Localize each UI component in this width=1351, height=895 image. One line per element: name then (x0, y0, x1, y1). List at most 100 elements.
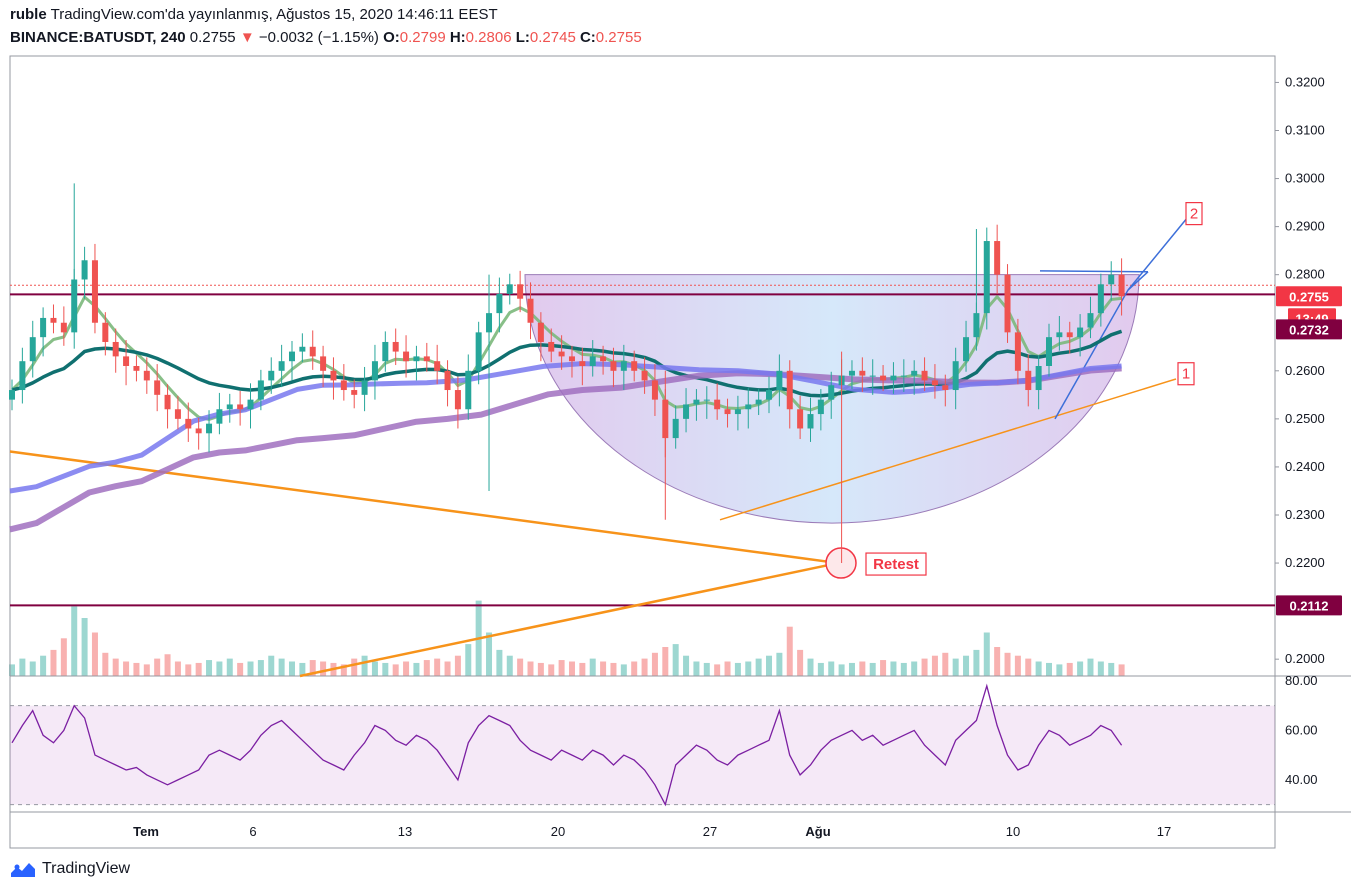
volume-bar (1056, 664, 1063, 676)
volume-bar (963, 655, 970, 676)
price-tick-label: 0.3200 (1285, 74, 1325, 89)
candle-body (496, 293, 503, 314)
volume-bar (983, 632, 990, 676)
volume-bar (537, 662, 544, 676)
volume-bar (91, 632, 98, 676)
low-value: 0.2745 (529, 29, 576, 46)
last-price: 0.2755 (189, 29, 236, 46)
volume-bar (320, 661, 327, 676)
candle-body (952, 361, 959, 391)
candle-body (600, 356, 607, 362)
candle-body (620, 361, 627, 371)
candle-body (309, 346, 316, 357)
candle-body (786, 370, 793, 410)
volume-bar (237, 662, 244, 676)
volume-bar (351, 658, 358, 676)
candle-body (983, 241, 990, 314)
volume-bar (403, 661, 410, 676)
volume-bar (133, 662, 140, 676)
volume-bar (382, 662, 389, 676)
candle-body (133, 366, 140, 371)
candle-body (1077, 327, 1084, 338)
volume-bar (486, 632, 493, 676)
volume-bar (257, 660, 264, 676)
volume-bar (392, 664, 399, 676)
level-badge (1276, 319, 1342, 340)
tradingview-logo[interactable]: TradingView (10, 860, 130, 878)
volume-bar (309, 660, 316, 676)
candle-body (651, 380, 658, 400)
brand-name: TradingView (42, 860, 131, 877)
candle-body (444, 370, 451, 391)
candle-body (112, 341, 119, 357)
volume-bar (859, 661, 866, 676)
last-badge (1276, 286, 1342, 307)
candle-body (195, 428, 202, 434)
volume-bar (434, 658, 441, 676)
volume-bar (942, 652, 949, 676)
candle-body (973, 313, 980, 338)
price-tick-label: 0.2500 (1285, 411, 1325, 426)
candle-body (1025, 370, 1032, 391)
volume-bar (921, 658, 928, 676)
price-tick-label: 0.3100 (1285, 122, 1325, 137)
volume-bar (600, 661, 607, 676)
candle-body (994, 241, 1001, 275)
volume-bar (454, 655, 461, 676)
candle-body (206, 423, 213, 434)
volume-bar (558, 660, 565, 676)
volume-bar (19, 658, 26, 676)
volume-bar (693, 661, 700, 676)
high-value: 0.2806 (465, 29, 512, 46)
candle-body (911, 370, 918, 376)
candle-body (174, 409, 181, 419)
candle-body (330, 370, 337, 381)
candle-body (143, 370, 150, 381)
candle-body (1118, 274, 1125, 297)
volume-bar (506, 655, 513, 676)
flag-edge-line (1127, 271, 1149, 291)
volume-bar (112, 658, 119, 676)
candle-body (921, 370, 928, 381)
volume-bar (828, 661, 835, 676)
candle-body (517, 284, 524, 299)
candle-body (1004, 274, 1011, 333)
price-tick-label: 0.3000 (1285, 171, 1325, 186)
volume-bar (714, 664, 721, 676)
candle-body (548, 341, 555, 352)
volume-bar (465, 644, 472, 676)
volume-bar (662, 647, 669, 676)
close-value: 0.2755 (595, 29, 642, 46)
volume-bar (631, 661, 638, 676)
volume-bar (247, 661, 254, 676)
volume-bar (641, 658, 648, 676)
volume-bar (568, 661, 575, 676)
published-date: TradingView.com'da yayınlanmış, Ağustos … (50, 6, 498, 23)
time-tick-label: 10 (1006, 824, 1020, 839)
rsi-band (10, 705, 1275, 805)
candle-body (579, 361, 586, 366)
rsi-line (11, 683, 1123, 807)
volume-bar (890, 661, 897, 676)
candle-body (60, 322, 67, 333)
volume-bar (361, 655, 368, 676)
volume-bar (40, 655, 47, 676)
candle-body (91, 260, 98, 323)
candle-body (392, 341, 399, 352)
volume-bar (29, 661, 36, 676)
candle-body (848, 370, 855, 376)
candle-body (817, 399, 824, 415)
time-tick-label: 13 (398, 824, 412, 839)
candle-body (361, 380, 368, 395)
candle-body (1066, 332, 1073, 338)
price-tick-label: 0.2300 (1285, 507, 1325, 522)
candle-body (288, 351, 295, 362)
price-tick-label: 0.2800 (1285, 267, 1325, 282)
volume-bar (185, 664, 192, 676)
candle-body (755, 399, 762, 405)
candle-body (465, 370, 472, 410)
candle-body (382, 341, 389, 362)
level-badge (1276, 595, 1342, 616)
down-arrow-icon: ▼ (239, 29, 255, 46)
